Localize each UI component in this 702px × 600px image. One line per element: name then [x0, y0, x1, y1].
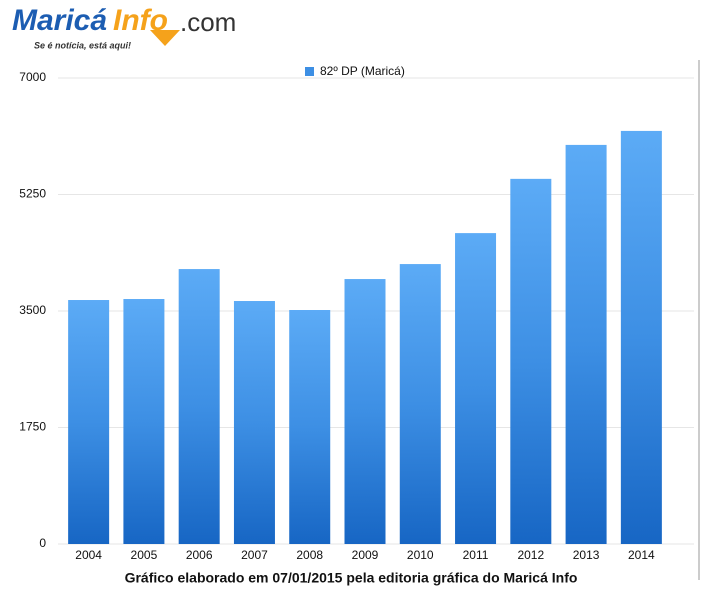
- bar: [510, 178, 552, 544]
- logo-brand: Info: [113, 4, 168, 37]
- x-tick-label: 2014: [628, 548, 655, 562]
- y-tick-label: 7000: [19, 70, 46, 84]
- legend-label: 82º DP (Maricá): [320, 64, 405, 78]
- x-tick-label: 2013: [573, 548, 600, 562]
- logo[interactable]: Maricá Info .com Se é notícia, está aqui…: [12, 4, 236, 50]
- x-tick-label: 2012: [517, 548, 544, 562]
- y-tick-label: 1750: [19, 420, 46, 434]
- x-tick-label: 2010: [407, 548, 434, 562]
- x-tick-label: 2006: [186, 548, 213, 562]
- bar: [178, 269, 220, 544]
- bar: [455, 233, 497, 544]
- y-tick-label: 5250: [19, 187, 46, 201]
- x-tick-label: 2011: [463, 548, 489, 562]
- legend-swatch: [305, 67, 314, 76]
- bar: [399, 264, 441, 544]
- logo-tagline: Se é notícia, está aqui!: [34, 40, 131, 50]
- x-tick-label: 2007: [241, 548, 268, 562]
- bar: [233, 301, 275, 544]
- bar: [123, 299, 165, 544]
- bar: [565, 144, 607, 544]
- y-tick-label: 3500: [19, 303, 46, 317]
- bar: [344, 279, 386, 544]
- y-tick-label: 0: [39, 536, 46, 550]
- x-tick-label: 2004: [75, 548, 102, 562]
- logo-chevron: [150, 30, 180, 46]
- bar: [620, 130, 662, 544]
- x-tick-label: 2009: [352, 548, 379, 562]
- bar: [68, 300, 110, 544]
- x-tick-label: 2008: [296, 548, 323, 562]
- x-tick-label: 2005: [131, 548, 158, 562]
- caption: Gráfico elaborado em 07/01/2015 pela edi…: [125, 570, 578, 586]
- logo-name: Maricá: [12, 4, 107, 37]
- logo-domain: .com: [180, 7, 236, 37]
- bar: [289, 310, 331, 544]
